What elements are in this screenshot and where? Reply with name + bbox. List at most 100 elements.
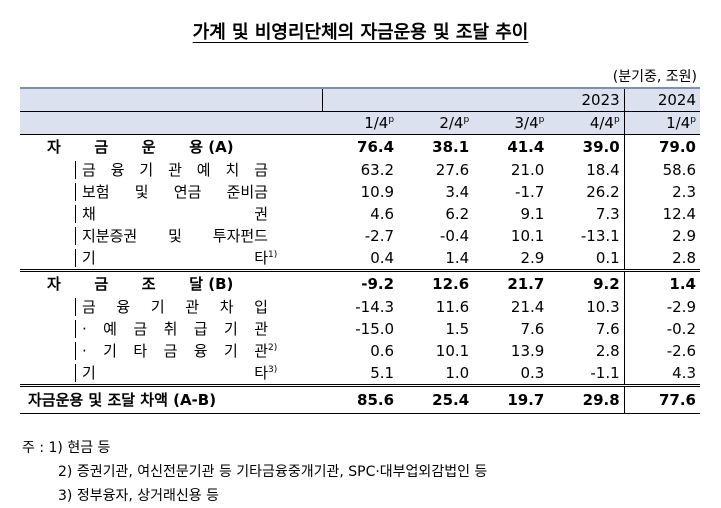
note-text: 3) 정부융자, 상거래신용 등 [58, 488, 219, 504]
row-label: 자 금 조 달 (B) [20, 269, 323, 296]
value-cell: 5.1 [370, 364, 395, 382]
corner [20, 111, 323, 135]
value-cell: -0.2 [623, 318, 700, 340]
value-cell: 21.0 [510, 161, 545, 179]
quarter-text: 4/4 [589, 114, 614, 132]
year-header: 2024 [623, 87, 700, 112]
item-sup: 2) [268, 343, 278, 353]
note-text: 1) 현금 등 [48, 440, 111, 456]
value-cell: -1.7 [515, 183, 545, 201]
row-label: 자 금 운 용 (A) [20, 134, 323, 159]
item-label: 보험 및 연금 준비금 [82, 183, 268, 201]
quarter-text: 1/4 [666, 114, 691, 132]
value-cell: 7.6 [520, 320, 545, 338]
data-table: 2023 2024 1/4p 2/4p 3/4p 4/4p 1/4p 자 금 운 용 (A… [20, 87, 700, 414]
table-row: 기 타1) 0.4 1.4 2.9 0.1 2.8 [20, 247, 700, 271]
value-cell: 0.4 [370, 249, 395, 267]
value-cell: 12.4 [623, 203, 700, 225]
value-cell: 10.1 [510, 227, 545, 245]
note-text: 2) 증권기관, 여신전문기관 등 기타금융중개기관, SPC·대부업외감법인 … [58, 464, 488, 480]
quarter-text: 2/4 [439, 114, 464, 132]
item-label-wrap: · 기 타 금 융 기 관2) [75, 342, 278, 360]
value-cell: 63.2 [360, 161, 395, 179]
quarter-text: 1/4 [364, 114, 389, 132]
quarter-sup: p [538, 115, 545, 125]
value-cell: 41.4 [473, 134, 549, 159]
value-cell: 39.0 [548, 134, 625, 159]
quarter-header: 1/4p [322, 111, 399, 135]
table-row: · 예 금 취 급 기 관 -15.0 1.5 7.6 7.6 -0.2 [20, 318, 700, 340]
value-cell: -13.1 [580, 227, 620, 245]
row-label: 보험 및 연금 준비금 [20, 181, 323, 203]
quarter-header: 4/4p [548, 111, 625, 135]
value-cell: 4.3 [623, 362, 700, 386]
title: 가계 및 비영리단체의 자금운용 및 조달 추이 [0, 18, 721, 44]
value-cell: 10.9 [360, 183, 395, 201]
note: 3) 정부융자, 상거래신용 등 [22, 484, 487, 508]
table-row: 기 타3) 5.1 1.0 0.3 -1.1 4.3 [20, 362, 700, 386]
item-label: 금 융 기 관 예 치 금 [82, 161, 268, 179]
value-cell: -0.4 [439, 227, 470, 245]
table-row: 지분증권 및 투자펀드 -2.7 -0.4 10.1 -13.1 2.9 [20, 225, 700, 247]
quarter-header: 1/4p [623, 111, 700, 135]
item-label: · 기 타 금 융 기 관 [82, 342, 268, 360]
note-lead: 주 : [22, 440, 45, 456]
quarter-header: 2/4p [398, 111, 474, 135]
value-cell: 25.4 [398, 384, 474, 414]
table-row: 보험 및 연금 준비금 10.9 3.4 -1.7 26.2 2.3 [20, 181, 700, 203]
table-row: 자 금 조 달 (B) -9.2 12.6 21.7 9.2 1.4 [20, 269, 700, 296]
value-cell: 2.8 [623, 247, 700, 271]
value-cell: 6.2 [445, 205, 470, 223]
section-label: 자 금 운 용 [47, 138, 203, 156]
value-cell: 19.7 [473, 384, 549, 414]
quarter-row: 1/4p 2/4p 3/4p 4/4p 1/4p [20, 111, 700, 135]
quarter-header: 3/4p [473, 111, 549, 135]
value-cell: 77.6 [623, 384, 700, 414]
value-cell: 7.6 [595, 320, 620, 338]
table-row: 금 융 기 관 예 치 금 63.2 27.6 21.0 18.4 58.6 [20, 159, 700, 181]
row-label: · 예 금 취 급 기 관 [20, 318, 323, 340]
value-cell: 38.1 [398, 134, 474, 159]
value-cell: 12.6 [398, 269, 474, 296]
year-row: 2023 2024 [20, 87, 700, 112]
item-label-wrap: 금 융 기 관 차 입 [75, 298, 268, 316]
table-row: 금 융 기 관 차 입 -14.3 11.6 21.4 10.3 -2.9 [20, 296, 700, 318]
value-cell: 58.6 [623, 159, 700, 181]
notes: 주 : 1) 현금 등 2) 증권기관, 여신전문기관 등 기타금융중개기관, S… [22, 436, 487, 508]
item-label-wrap: 지분증권 및 투자펀드 [75, 227, 268, 245]
value-cell: 11.6 [435, 298, 470, 316]
item-label: · 예 금 취 급 기 관 [82, 320, 268, 338]
row-label: 채 권 [20, 203, 323, 225]
total-label: 자금운용 및 조달 차액 (A-B) [28, 391, 217, 409]
table-row: 자금운용 및 조달 차액 (A-B) 85.6 25.4 19.7 29.8 77.6 [20, 384, 700, 414]
item-label-wrap: 금 융 기 관 예 치 금 [75, 161, 268, 179]
value-cell: 13.9 [510, 342, 545, 360]
value-cell: -9.2 [322, 269, 399, 296]
value-cell: 2.3 [623, 181, 700, 203]
value-cell: 21.4 [510, 298, 545, 316]
quarter-text: 3/4 [514, 114, 539, 132]
value-cell: 0.1 [595, 249, 620, 267]
item-sup: 3) [268, 365, 278, 375]
row-label: 기 타3) [20, 362, 323, 386]
corner [20, 87, 323, 112]
value-cell: 26.2 [586, 183, 620, 201]
quarter-sup: p [388, 115, 395, 125]
quarter-sup: p [690, 115, 696, 125]
item-label: 채 권 [82, 205, 268, 223]
value-cell: 7.3 [595, 205, 620, 223]
table-row: 채 권 4.6 6.2 9.1 7.3 12.4 [20, 203, 700, 225]
section-label: 자 금 조 달 [47, 275, 203, 293]
item-label-wrap: 기 타1) [75, 249, 278, 267]
value-cell: 85.6 [322, 384, 399, 414]
year-text: 2023 [581, 91, 620, 109]
value-cell: 3.4 [445, 183, 470, 201]
item-label-wrap: · 예 금 취 급 기 관 [75, 320, 268, 338]
value-cell: 1.4 [445, 249, 470, 267]
value-cell: 10.1 [435, 342, 470, 360]
item-sup: 1) [268, 250, 278, 260]
value-cell: 29.8 [548, 384, 625, 414]
value-cell: -1.1 [590, 364, 620, 382]
value-cell: 2.9 [520, 249, 545, 267]
